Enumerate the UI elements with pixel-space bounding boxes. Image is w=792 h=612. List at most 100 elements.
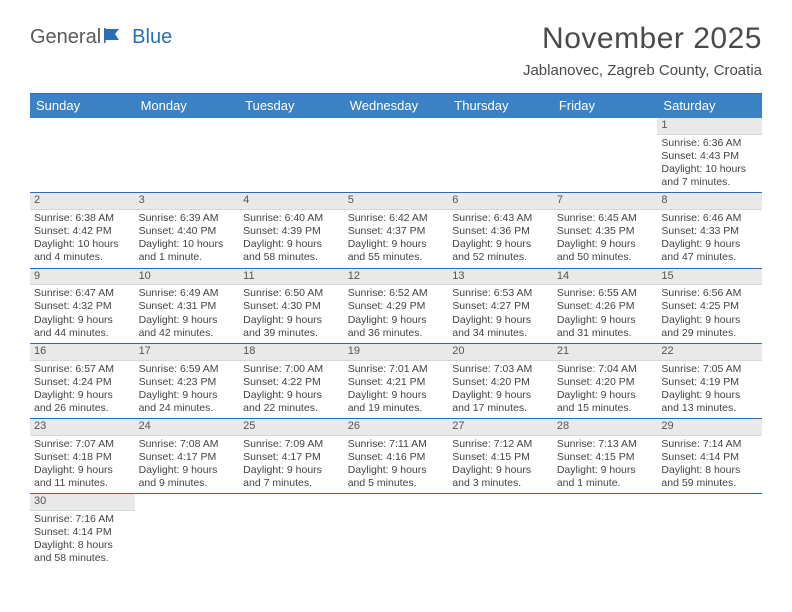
daylight-text: Daylight: 9 hours: [243, 238, 340, 251]
day-cell: 24Sunrise: 7:08 AMSunset: 4:17 PMDayligh…: [135, 419, 240, 493]
sunrise-text: Sunrise: 6:50 AM: [243, 287, 340, 300]
sunrise-text: Sunrise: 6:56 AM: [661, 287, 758, 300]
day-cell: 3Sunrise: 6:39 AMSunset: 4:40 PMDaylight…: [135, 193, 240, 267]
empty-cell: [553, 118, 658, 192]
daylight-text: and 15 minutes.: [557, 402, 654, 415]
sunset-text: Sunset: 4:26 PM: [557, 300, 654, 313]
daylight-text: and 19 minutes.: [348, 402, 445, 415]
sunset-text: Sunset: 4:27 PM: [452, 300, 549, 313]
day-number: 25: [239, 419, 344, 436]
day-number: 15: [657, 269, 762, 286]
daylight-text: Daylight: 9 hours: [557, 464, 654, 477]
sunrise-text: Sunrise: 7:11 AM: [348, 438, 445, 451]
daylight-text: Daylight: 9 hours: [348, 314, 445, 327]
logo: General Blue: [30, 22, 172, 49]
sunrise-text: Sunrise: 6:43 AM: [452, 212, 549, 225]
empty-cell: [135, 494, 240, 568]
sunset-text: Sunset: 4:40 PM: [139, 225, 236, 238]
day-cell: 16Sunrise: 6:57 AMSunset: 4:24 PMDayligh…: [30, 344, 135, 418]
sunrise-text: Sunrise: 7:03 AM: [452, 363, 549, 376]
day-cell: 6Sunrise: 6:43 AMSunset: 4:36 PMDaylight…: [448, 193, 553, 267]
daylight-text: and 31 minutes.: [557, 327, 654, 340]
sunrise-text: Sunrise: 7:12 AM: [452, 438, 549, 451]
daylight-text: and 1 minute.: [139, 251, 236, 264]
weekday-monday: Monday: [135, 94, 240, 118]
daylight-text: Daylight: 9 hours: [452, 464, 549, 477]
daylight-text: Daylight: 9 hours: [348, 464, 445, 477]
daylight-text: and 26 minutes.: [34, 402, 131, 415]
daylight-text: Daylight: 9 hours: [557, 389, 654, 402]
sunset-text: Sunset: 4:17 PM: [243, 451, 340, 464]
day-cell: 14Sunrise: 6:55 AMSunset: 4:26 PMDayligh…: [553, 269, 658, 343]
day-number: 5: [344, 193, 449, 210]
sunset-text: Sunset: 4:21 PM: [348, 376, 445, 389]
location-subtitle: Jablanovec, Zagreb County, Croatia: [523, 62, 762, 79]
daylight-text: Daylight: 9 hours: [34, 464, 131, 477]
weeks-container: 1 Sunrise: 6:36 AMSunset: 4:43 PM Daylight…: [30, 118, 762, 569]
daylight-text: and 36 minutes.: [348, 327, 445, 340]
daylight-text: Daylight: 10 hours: [139, 238, 236, 251]
sunset-text: Sunset: 4:25 PM: [661, 300, 758, 313]
daylight-text: and 29 minutes.: [661, 327, 758, 340]
daylight-text: Daylight: 9 hours: [557, 238, 654, 251]
day-number: 7: [553, 193, 658, 210]
sunrise-text: Sunrise: 6:55 AM: [557, 287, 654, 300]
sunset-text: Sunset: 4:32 PM: [34, 300, 131, 313]
logo-text-general: General: [30, 26, 101, 49]
day-number: 16: [30, 344, 135, 361]
flag-icon: [104, 26, 130, 49]
sunset-text: Sunset: 4:33 PM: [661, 225, 758, 238]
day-number: 28: [553, 419, 658, 436]
day-cell: 2Sunrise: 6:38 AMSunset: 4:42 PMDaylight…: [30, 193, 135, 267]
day-number: 26: [344, 419, 449, 436]
sunrise-text: Sunrise: 6:36 AM: [661, 137, 758, 150]
header: General Blue November 2025 Jablanovec, Z…: [30, 22, 762, 79]
day-number: 12: [344, 269, 449, 286]
daylight-text: Daylight: 8 hours: [661, 464, 758, 477]
sunset-text: Sunset: 4:30 PM: [243, 300, 340, 313]
day-number: 9: [30, 269, 135, 286]
sunset-text: Sunset: 4:20 PM: [452, 376, 549, 389]
daylight-text: and 44 minutes.: [34, 327, 131, 340]
sunrise-text: Sunrise: 6:38 AM: [34, 212, 131, 225]
day-number: 11: [239, 269, 344, 286]
daylight-text: and 11 minutes.: [34, 477, 131, 490]
sunrise-text: Sunrise: 6:52 AM: [348, 287, 445, 300]
daylight-text: and 39 minutes.: [243, 327, 340, 340]
daylight-text: Daylight: 9 hours: [243, 464, 340, 477]
sunrise-text: Sunrise: 7:09 AM: [243, 438, 340, 451]
empty-cell: [135, 118, 240, 192]
day-number: 1: [657, 118, 762, 135]
sunrise-text: Sunrise: 6:42 AM: [348, 212, 445, 225]
empty-cell: [657, 494, 762, 568]
day-cell: 5Sunrise: 6:42 AMSunset: 4:37 PMDaylight…: [344, 193, 449, 267]
sunset-text: Sunset: 4:15 PM: [557, 451, 654, 464]
calendar-grid: Sunday Monday Tuesday Wednesday Thursday…: [30, 93, 762, 569]
day-number: 22: [657, 344, 762, 361]
sunrise-text: Sunrise: 7:07 AM: [34, 438, 131, 451]
sunrise-text: Sunrise: 7:13 AM: [557, 438, 654, 451]
empty-cell: [239, 494, 344, 568]
calendar-page: General Blue November 2025 Jablanovec, Z…: [0, 0, 792, 579]
sunrise-text: Sunrise: 6:49 AM: [139, 287, 236, 300]
title-block: November 2025 Jablanovec, Zagreb County,…: [523, 22, 762, 79]
day-cell: 19Sunrise: 7:01 AMSunset: 4:21 PMDayligh…: [344, 344, 449, 418]
weekday-tuesday: Tuesday: [239, 94, 344, 118]
month-title: November 2025: [523, 22, 762, 56]
day-number: 30: [30, 494, 135, 511]
daylight-text: and 58 minutes.: [34, 552, 131, 565]
sunset-text: Sunset: 4:22 PM: [243, 376, 340, 389]
daylight-text: and 58 minutes.: [243, 251, 340, 264]
week-row: 9Sunrise: 6:47 AMSunset: 4:32 PMDaylight…: [30, 269, 762, 344]
sunset-text: Sunset: 4:31 PM: [139, 300, 236, 313]
daylight-text: Daylight: 9 hours: [139, 314, 236, 327]
daylight-text: Daylight: 9 hours: [348, 238, 445, 251]
logo-text-blue: Blue: [132, 26, 172, 49]
daylight-text: Daylight: 9 hours: [243, 314, 340, 327]
day-number: 13: [448, 269, 553, 286]
sunset-text: Sunset: 4:43 PM: [661, 150, 758, 163]
daylight-text: Daylight: 9 hours: [34, 389, 131, 402]
day-cell: 11Sunrise: 6:50 AMSunset: 4:30 PMDayligh…: [239, 269, 344, 343]
daylight-text: and 1 minute.: [557, 477, 654, 490]
sunrise-text: Sunrise: 6:40 AM: [243, 212, 340, 225]
